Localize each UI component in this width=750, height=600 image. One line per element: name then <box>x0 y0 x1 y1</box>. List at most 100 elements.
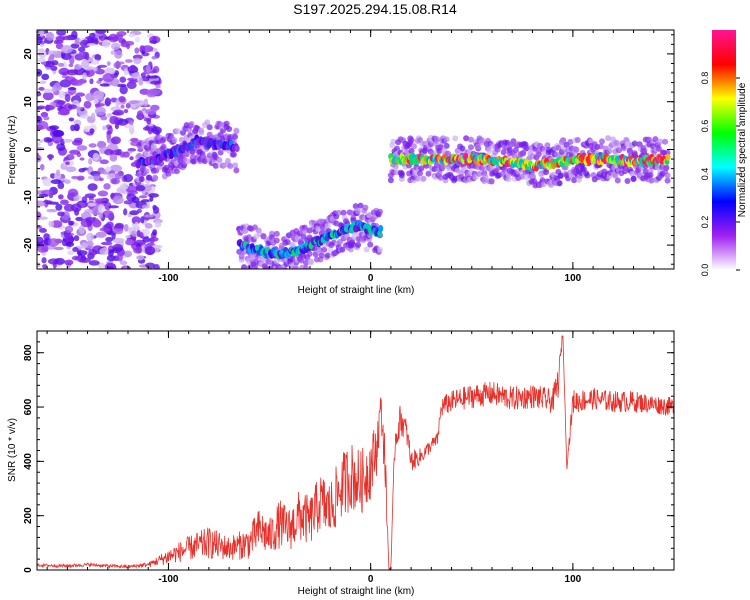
heatmap-cell <box>64 259 74 266</box>
heatmap-cell <box>41 61 47 65</box>
heatmap-cell <box>230 151 237 158</box>
heatmap-cell <box>86 232 95 242</box>
heatmap-cell <box>284 270 290 276</box>
heatmap-cell <box>57 62 65 67</box>
heatmap-cell <box>273 237 280 244</box>
heatmap-cell <box>144 246 156 256</box>
heatmap-cell <box>46 208 58 213</box>
heatmap-cell <box>152 175 159 182</box>
heatmap-cell <box>90 112 96 121</box>
heatmap-cell <box>60 199 69 205</box>
heatmap-cell <box>55 203 63 211</box>
heatmap-cell <box>119 76 127 83</box>
heatmap-cell <box>273 230 280 237</box>
colorbar-tick-label: 0.2 <box>700 216 710 229</box>
heatmap-cell <box>55 169 61 177</box>
heatmap-cell <box>123 208 128 216</box>
heatmap-cell <box>60 45 73 54</box>
heatmap-cell <box>101 39 111 48</box>
y-tick-label: 800 <box>23 344 34 361</box>
y-tick-label: 0 <box>23 567 34 573</box>
heatmap-cell <box>81 59 90 68</box>
heatmap-cell <box>145 262 156 269</box>
heatmap-cell <box>110 177 121 185</box>
heatmap-cell <box>135 184 146 192</box>
x-tick-label: -100 <box>158 574 178 585</box>
heatmap-cell <box>48 220 55 228</box>
heatmap-cell <box>324 222 331 229</box>
heatmap-cell <box>110 136 121 145</box>
heatmap-cell <box>125 185 138 193</box>
heatmap-cell <box>95 231 107 238</box>
heatmap-cell <box>72 246 79 253</box>
heatmap-cell <box>73 197 80 202</box>
heatmap-cell <box>478 139 485 146</box>
heatmap-cell <box>47 258 60 265</box>
heatmap-cell <box>652 136 659 143</box>
heatmap-cell <box>154 221 162 228</box>
heatmap-cell <box>523 145 530 152</box>
heatmap-cell <box>57 110 70 116</box>
heatmap-cell <box>149 70 156 74</box>
heatmap-cell <box>217 149 224 156</box>
heatmap-cell <box>55 35 66 42</box>
heatmap-cell <box>69 149 81 155</box>
heatmap-cell <box>45 31 55 41</box>
heatmap-cell <box>123 174 134 183</box>
heatmap-cell <box>138 195 148 199</box>
heatmap-cell <box>125 239 134 245</box>
heatmap-cell <box>155 84 161 89</box>
heatmap-cell <box>48 238 60 247</box>
heatmap-cell <box>253 266 260 269</box>
heatmap-cell <box>647 171 654 178</box>
heatmap-cell <box>37 106 43 111</box>
heatmap-cell <box>417 170 424 177</box>
heatmap-cell <box>138 76 144 86</box>
heatmap-cell <box>44 104 55 111</box>
heatmap-cell <box>85 92 95 102</box>
heatmap-cell <box>599 138 606 145</box>
heatmap-cell <box>42 177 52 187</box>
heatmap-cell <box>138 232 144 238</box>
heatmap-cell <box>68 220 75 226</box>
heatmap-cell <box>83 100 92 109</box>
snr-line-plot <box>37 335 674 570</box>
heatmap-cell <box>463 135 470 142</box>
heatmap-cell <box>79 157 85 161</box>
heatmap-cell <box>105 236 114 243</box>
heatmap-cell <box>362 204 369 211</box>
heatmap-cell <box>94 106 106 116</box>
heatmap-cell <box>102 210 114 218</box>
heatmap-cell <box>37 154 42 163</box>
heatmap-cell <box>512 147 519 154</box>
heatmap-cell <box>505 176 512 183</box>
heatmap-cell <box>567 138 574 145</box>
heatmap-cell <box>226 125 233 132</box>
heatmap-cell <box>227 162 234 169</box>
heatmap-cell <box>275 271 281 277</box>
heatmap-cell <box>123 266 129 269</box>
heatmap-cell <box>440 163 447 170</box>
heatmap-cell <box>143 185 152 192</box>
heatmap-cell <box>420 175 427 182</box>
snr-panel: -100 0 100 0 200 400 600 800 Height of straight… <box>7 330 675 597</box>
heatmap-cell <box>88 260 100 266</box>
heatmap-cell <box>76 145 88 151</box>
heatmap-cell <box>151 55 158 60</box>
heatmap-cell <box>129 64 137 71</box>
heatmap-cell <box>146 118 152 125</box>
heatmap-cell <box>88 158 93 165</box>
heatmap-cell <box>106 113 113 118</box>
y-tick-label: 20 <box>23 48 34 60</box>
heatmap-cell <box>475 143 482 150</box>
heatmap-cell <box>115 99 120 108</box>
heatmap-cell <box>37 243 49 253</box>
heatmap-cell <box>116 83 127 88</box>
heatmap-cell <box>142 237 151 243</box>
heatmap-cell <box>41 257 47 264</box>
colorbar-gradient <box>712 30 736 270</box>
heatmap-cell <box>78 78 87 84</box>
heatmap-cell <box>232 162 239 169</box>
